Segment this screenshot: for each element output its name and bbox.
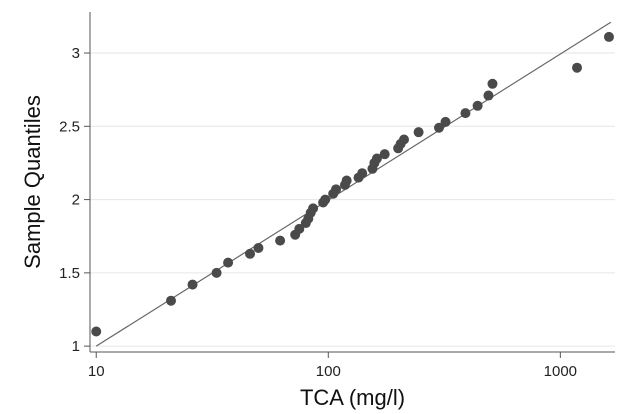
data-point: [434, 122, 445, 133]
data-point: [341, 175, 352, 186]
data-point: [460, 108, 471, 119]
x-axis-title: TCA (mg/l): [300, 385, 405, 410]
data-point: [211, 267, 222, 278]
data-point: [371, 153, 382, 164]
data-point: [357, 168, 368, 179]
data-points: [91, 31, 614, 337]
data-point: [572, 62, 583, 73]
data-point: [413, 127, 424, 138]
data-point: [379, 149, 390, 160]
x-tick-label: 10: [88, 363, 105, 380]
data-point: [223, 257, 234, 268]
y-tick-label: 2.5: [59, 118, 80, 135]
data-point: [308, 203, 319, 214]
data-point: [399, 134, 410, 145]
data-point: [245, 248, 256, 259]
x-tick-label: 100: [316, 363, 341, 380]
grid-lines: [90, 52, 615, 347]
x-axis-ticks: 10 100 1000: [88, 352, 577, 380]
y-axis-title: Sample Quantiles: [20, 95, 45, 269]
axes: [89, 12, 615, 353]
data-point: [440, 116, 451, 127]
data-point: [483, 90, 494, 101]
data-point: [331, 184, 342, 195]
y-axis-ticks: 1 1.5 2 2.5 3: [59, 45, 90, 355]
data-point: [187, 279, 198, 290]
data-point: [91, 326, 102, 337]
data-point: [275, 235, 286, 246]
data-point: [294, 223, 305, 234]
x-tick-label: 1000: [544, 363, 577, 380]
y-tick-label: 2: [72, 192, 80, 209]
reference-line: [95, 21, 612, 347]
data-point: [320, 194, 331, 205]
data-point: [472, 100, 483, 111]
data-point: [166, 295, 177, 306]
data-point: [487, 78, 498, 89]
data-point: [253, 242, 264, 253]
y-tick-label: 3: [72, 45, 80, 62]
data-point: [603, 31, 614, 42]
y-tick-label: 1.5: [59, 265, 80, 282]
y-tick-label: 1: [72, 338, 80, 355]
